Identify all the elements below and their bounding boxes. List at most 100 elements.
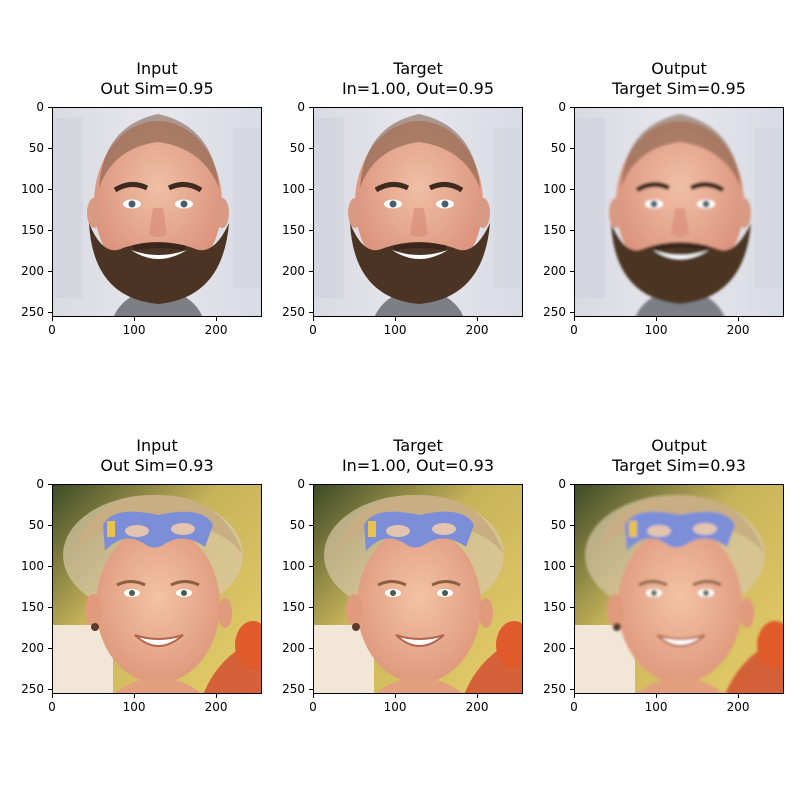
y-tick-label: 250: [543, 305, 566, 320]
y-tick-label: 0: [297, 477, 305, 491]
y-tick-mark: [309, 484, 313, 485]
panel-title: Input Out Sim=0.95: [100, 59, 214, 98]
y-tick-label: 50: [28, 141, 44, 156]
y-tick-label: 100: [21, 559, 44, 574]
x-tick-mark: [477, 317, 479, 321]
x-tick-label: 100: [383, 323, 407, 337]
y-tick-mark: [309, 566, 313, 568]
y-tick-label: 200: [282, 264, 305, 279]
x-tick-mark: [738, 694, 740, 698]
x-tick-label: 200: [726, 323, 750, 337]
x-tick-label: 0: [309, 323, 317, 337]
y-tick-label: 200: [21, 641, 44, 656]
y-tick-label: 50: [550, 141, 566, 156]
y-tick-mark: [48, 271, 52, 273]
y-tick-mark: [48, 689, 52, 691]
y-tick-label: 250: [543, 682, 566, 697]
y-tick-mark: [48, 230, 52, 232]
y-tick-label: 100: [282, 182, 305, 197]
x-tick-label: 100: [644, 323, 668, 337]
y-tick-mark: [309, 148, 313, 150]
x-tick-label: 0: [48, 323, 56, 337]
x-tick-mark: [52, 694, 53, 698]
x-tick-mark: [477, 694, 479, 698]
y-tick-mark: [570, 312, 574, 314]
y-tick-mark: [309, 525, 313, 527]
y-tick-label: 0: [297, 100, 305, 114]
y-tick-mark: [309, 648, 313, 650]
y-tick-label: 250: [282, 682, 305, 697]
y-tick-label: 150: [543, 223, 566, 238]
x-tick-label: 200: [465, 323, 489, 337]
x-tick-label: 200: [465, 700, 489, 714]
y-tick-mark: [570, 148, 574, 150]
y-tick-label: 0: [558, 477, 566, 491]
y-tick-mark: [570, 107, 574, 108]
x-tick-label: 100: [383, 700, 407, 714]
y-tick-mark: [309, 689, 313, 691]
y-tick-label: 150: [21, 223, 44, 238]
x-tick-label: 100: [644, 700, 668, 714]
x-tick-label: 0: [309, 700, 317, 714]
x-tick-mark: [134, 317, 136, 321]
y-tick-mark: [48, 525, 52, 527]
y-tick-label: 200: [543, 641, 566, 656]
y-tick-mark: [48, 607, 52, 609]
x-tick-mark: [656, 317, 658, 321]
y-tick-mark: [309, 189, 313, 191]
x-tick-mark: [313, 317, 314, 321]
y-tick-label: 200: [21, 264, 44, 279]
face-image: [52, 484, 262, 694]
x-tick-mark: [216, 694, 218, 698]
y-tick-mark: [309, 312, 313, 314]
y-tick-mark: [570, 689, 574, 691]
x-tick-mark: [738, 317, 740, 321]
y-tick-mark: [309, 230, 313, 232]
x-tick-label: 200: [204, 700, 228, 714]
y-tick-label: 0: [558, 100, 566, 114]
y-tick-mark: [309, 271, 313, 273]
y-tick-mark: [309, 607, 313, 609]
x-tick-mark: [52, 317, 53, 321]
face-image: [52, 107, 262, 317]
y-tick-label: 150: [282, 223, 305, 238]
y-tick-mark: [570, 230, 574, 232]
panel-title: Target In=1.00, Out=0.93: [341, 436, 495, 475]
y-tick-label: 200: [282, 641, 305, 656]
y-tick-mark: [570, 607, 574, 609]
y-tick-mark: [570, 525, 574, 527]
x-tick-mark: [574, 317, 575, 321]
y-tick-label: 250: [282, 305, 305, 320]
panel-title: Input Out Sim=0.93: [100, 436, 214, 475]
y-tick-mark: [570, 189, 574, 191]
y-tick-label: 50: [28, 518, 44, 533]
y-tick-label: 100: [282, 559, 305, 574]
x-tick-mark: [134, 694, 136, 698]
y-tick-mark: [48, 484, 52, 485]
y-tick-label: 0: [36, 477, 44, 491]
x-tick-label: 0: [570, 700, 578, 714]
y-tick-label: 50: [550, 518, 566, 533]
x-tick-mark: [395, 694, 397, 698]
y-tick-label: 250: [21, 682, 44, 697]
y-tick-mark: [309, 107, 313, 108]
y-tick-label: 150: [543, 600, 566, 615]
y-tick-label: 200: [543, 264, 566, 279]
face-image: [313, 484, 523, 694]
y-tick-mark: [48, 312, 52, 314]
y-tick-mark: [48, 189, 52, 191]
x-tick-mark: [395, 317, 397, 321]
y-tick-label: 100: [543, 182, 566, 197]
y-tick-label: 150: [21, 600, 44, 615]
y-tick-mark: [570, 566, 574, 568]
x-tick-label: 200: [726, 700, 750, 714]
y-tick-mark: [570, 484, 574, 485]
y-tick-mark: [48, 566, 52, 568]
x-tick-mark: [656, 694, 658, 698]
y-tick-mark: [570, 648, 574, 650]
y-tick-label: 100: [21, 182, 44, 197]
panel-title: Output Target Sim=0.95: [612, 59, 746, 98]
x-tick-label: 0: [48, 700, 56, 714]
y-tick-label: 150: [282, 600, 305, 615]
face-image: [313, 107, 523, 317]
